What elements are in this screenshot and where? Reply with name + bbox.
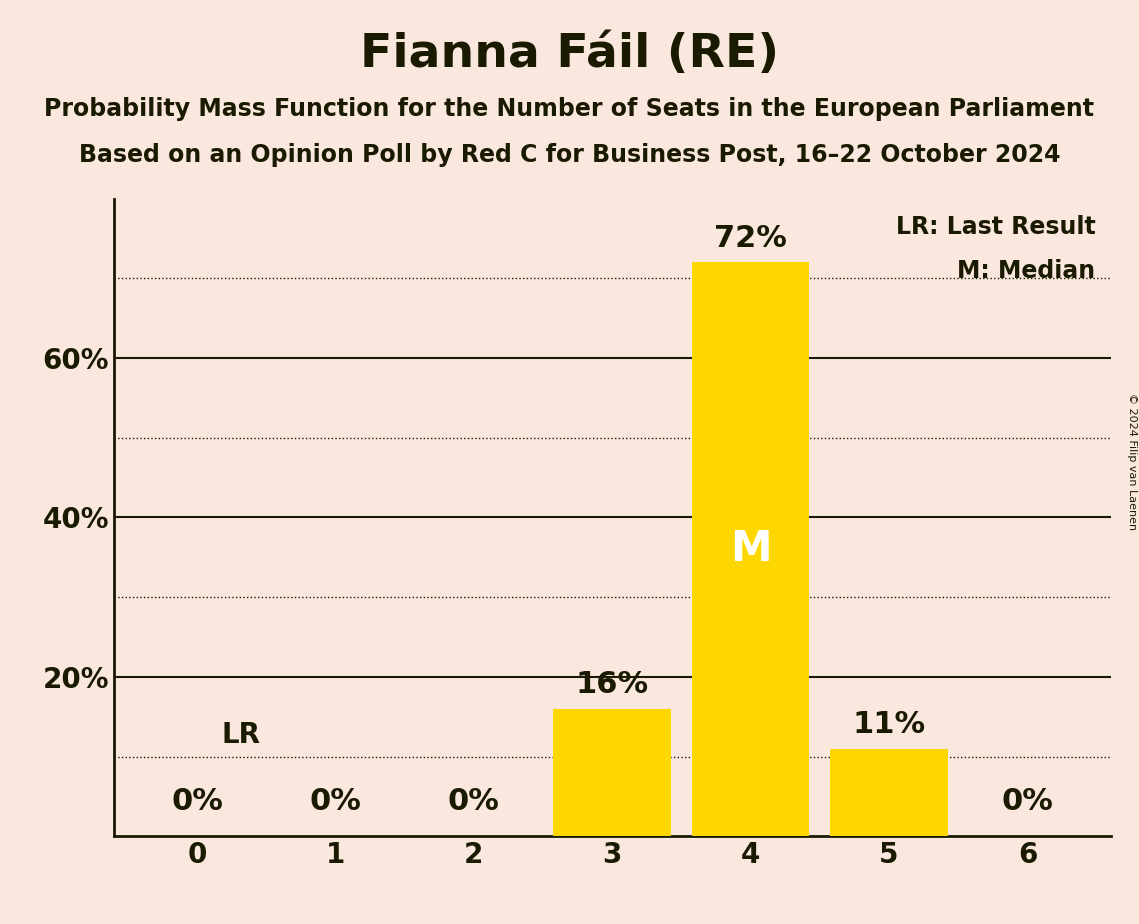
Text: LR: Last Result: LR: Last Result: [896, 214, 1096, 238]
Text: 0%: 0%: [310, 787, 361, 816]
Text: Probability Mass Function for the Number of Seats in the European Parliament: Probability Mass Function for the Number…: [44, 97, 1095, 121]
Text: 0%: 0%: [171, 787, 223, 816]
Text: M: M: [730, 529, 771, 570]
Bar: [830, 748, 948, 836]
Text: LR: LR: [222, 721, 261, 748]
Bar: [691, 262, 810, 836]
Text: Based on an Opinion Poll by Red C for Business Post, 16–22 October 2024: Based on an Opinion Poll by Red C for Bu…: [79, 143, 1060, 167]
Text: Fianna Fáil (RE): Fianna Fáil (RE): [360, 32, 779, 78]
Text: © 2024 Filip van Laenen: © 2024 Filip van Laenen: [1126, 394, 1137, 530]
Text: 0%: 0%: [1001, 787, 1054, 816]
Text: 11%: 11%: [852, 710, 926, 739]
Text: M: Median: M: Median: [958, 260, 1096, 284]
Text: 72%: 72%: [714, 224, 787, 253]
Text: 16%: 16%: [575, 670, 649, 699]
Text: 0%: 0%: [448, 787, 500, 816]
Bar: [554, 709, 671, 836]
